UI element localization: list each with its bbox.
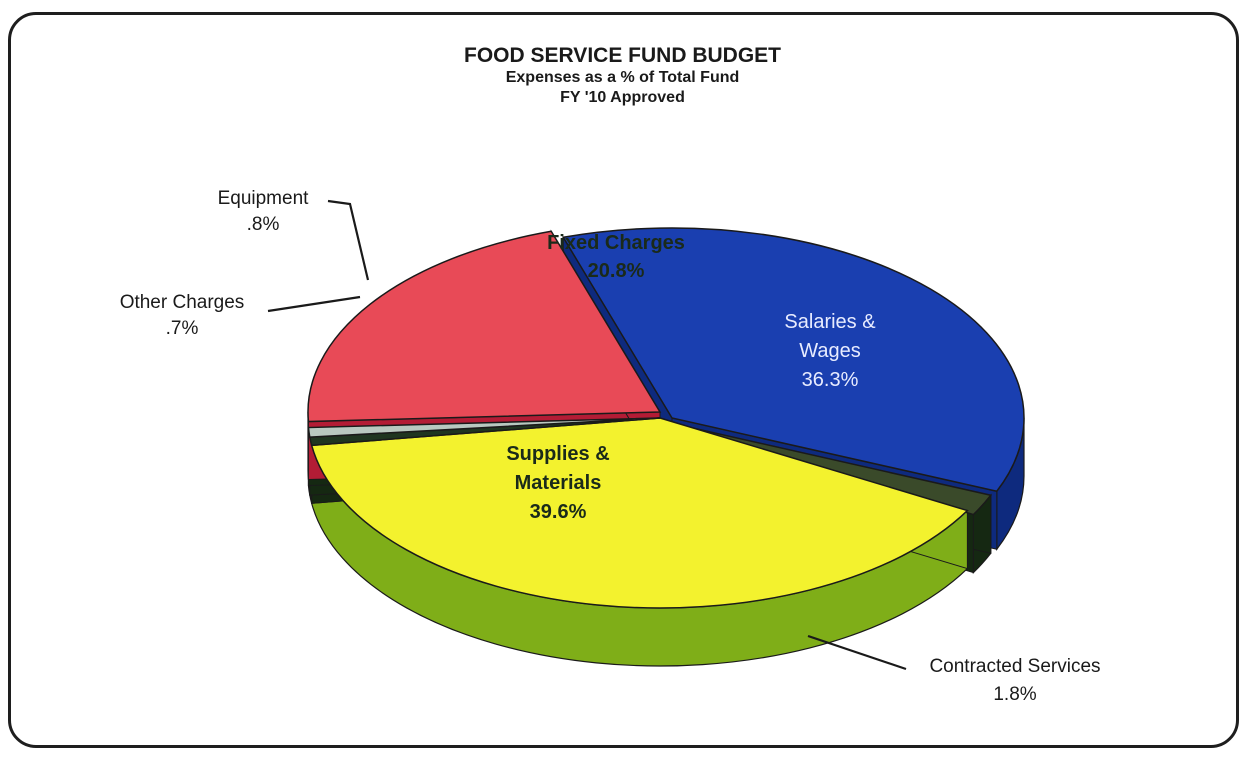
slice-label-1: Contracted Services 1.8% [929,656,1100,705]
slice-value-3: .7% [166,318,199,339]
slice-value-0: 36.3% [802,369,859,391]
leader-line-3 [268,297,360,311]
slice-name-1: Contracted Services [929,656,1100,677]
leader-line-4 [328,201,368,280]
slice-name-4: Equipment [218,188,310,209]
slice-label-4: Equipment .8% [218,188,310,235]
slice-name-3: Other Charges [120,292,245,313]
slice-name-2: Materials [515,472,602,494]
slice-name-5: Fixed Charges [547,232,685,254]
leader-line-1 [808,636,906,669]
slice-name-0: Wages [799,340,861,362]
slice-value-4: .8% [247,214,280,235]
slice-value-5: 20.8% [588,260,645,282]
slice-label-3: Other Charges .7% [120,292,245,339]
slice-name-2: Supplies & [506,443,609,465]
slice-value-1: 1.8% [993,684,1036,705]
slice-value-2: 39.6% [530,501,587,523]
slice-name-0: Salaries & [784,311,876,333]
